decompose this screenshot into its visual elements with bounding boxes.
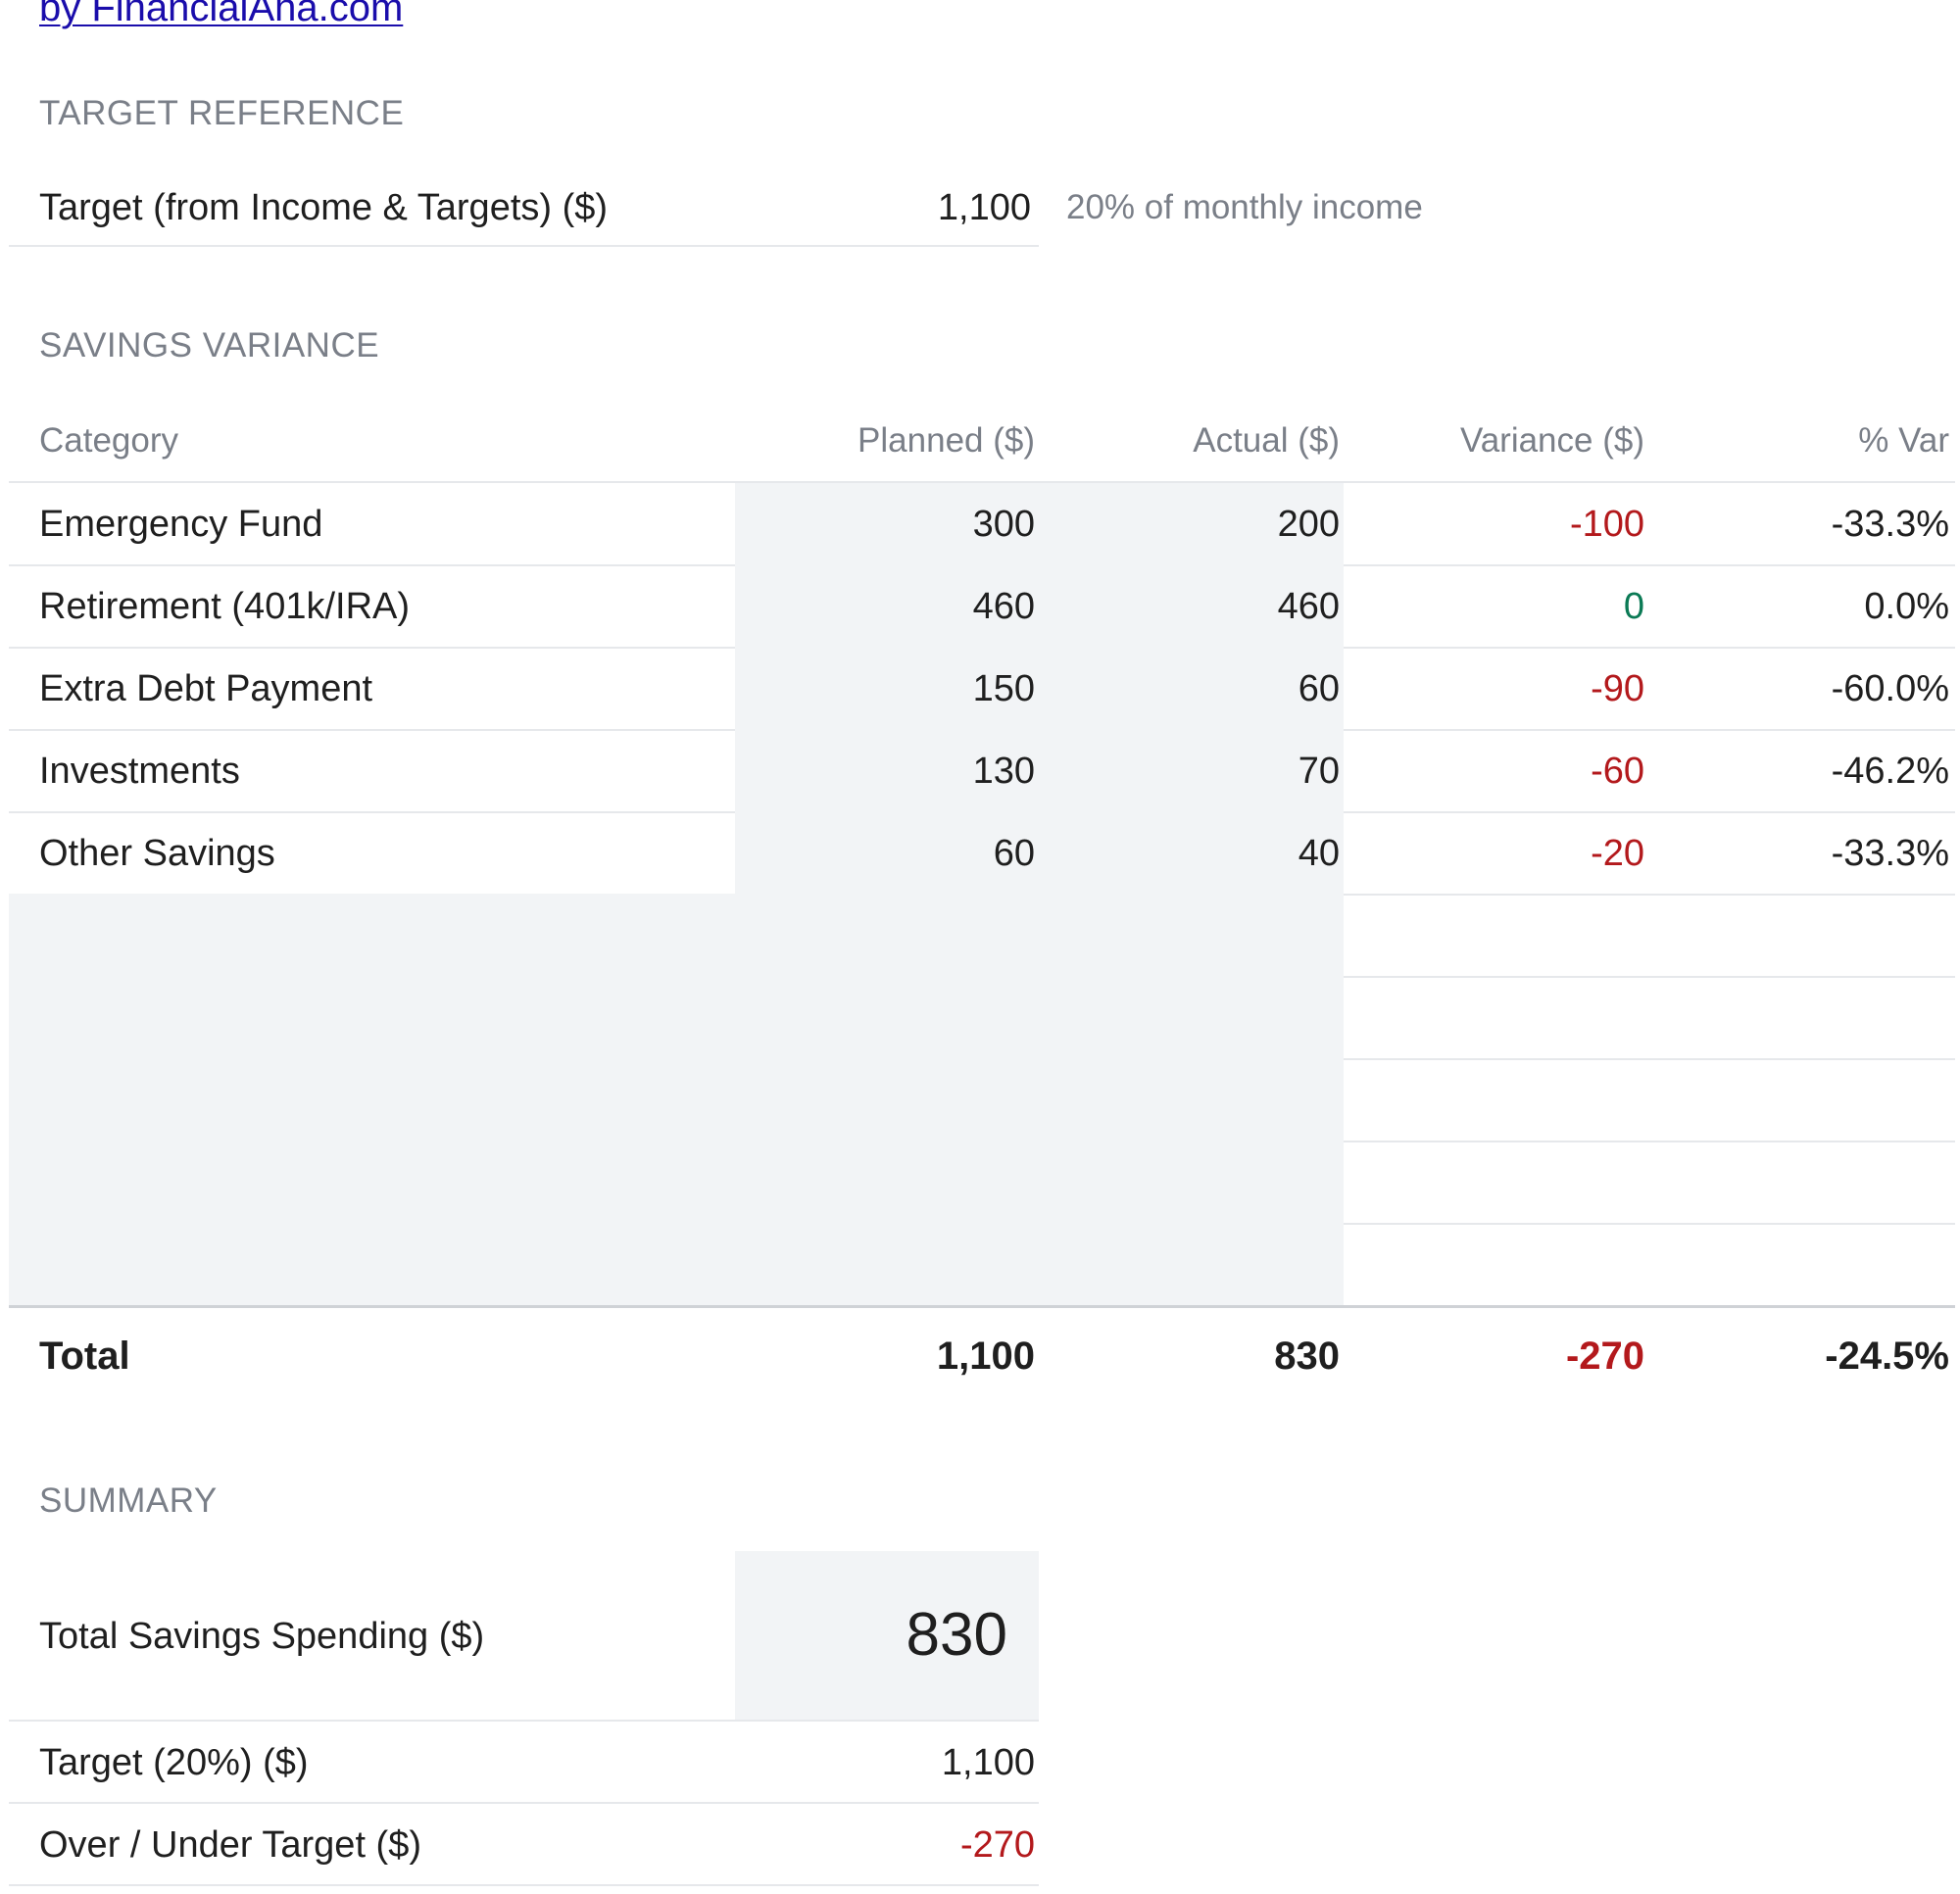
row-actual-extra-debt-payment[interactable]: 60: [1298, 668, 1340, 709]
row-divider: [1344, 647, 1955, 649]
row-pct-var-extra-debt-payment: -60.0%: [1831, 668, 1949, 709]
row-divider: [1344, 894, 1955, 896]
row-divider: [9, 647, 735, 649]
row-category-retirement: Retirement (401k/IRA): [39, 586, 411, 627]
target-reference-note: 20% of monthly income: [1066, 188, 1423, 226]
row-category-emergency-fund: Emergency Fund: [39, 504, 323, 545]
brand-link[interactable]: by FinancialAha.com: [39, 0, 404, 29]
row-actual-other-savings[interactable]: 40: [1298, 833, 1340, 874]
column-header-planned: Planned ($): [858, 421, 1035, 460]
row-planned-investments[interactable]: 130: [972, 751, 1035, 792]
column-header-actual: Actual ($): [1193, 421, 1340, 460]
input-area-planned-actual: [735, 483, 1344, 1306]
row-category-other-savings: Other Savings: [39, 833, 275, 874]
input-area-empty-rows: [9, 894, 735, 1306]
column-header-variance: Variance ($): [1459, 421, 1644, 460]
total-actual: 830: [1274, 1335, 1340, 1378]
row-divider: [1344, 729, 1955, 731]
row-planned-extra-debt-payment[interactable]: 150: [972, 668, 1035, 709]
total-variance: -270: [1565, 1335, 1644, 1378]
savings-variance-heading: SAVINGS VARIANCE: [39, 326, 380, 364]
row-variance-emergency-fund: -100: [1569, 504, 1644, 545]
summary-heading: SUMMARY: [39, 1481, 218, 1520]
row-variance-investments: -60: [1591, 751, 1644, 792]
row-divider: [9, 564, 735, 566]
row-divider: [1344, 564, 1955, 566]
row-planned-emergency-fund[interactable]: 300: [972, 504, 1035, 545]
summary-divider: [9, 1884, 1039, 1886]
row-category-extra-debt-payment: Extra Debt Payment: [39, 668, 373, 709]
total-planned: 1,100: [936, 1335, 1035, 1378]
row-planned-other-savings[interactable]: 60: [993, 833, 1035, 874]
row-divider: [9, 811, 735, 813]
column-header-pct-var: % Var: [1858, 421, 1949, 460]
header-divider: [9, 481, 1955, 483]
total-pct-var: -24.5%: [1825, 1335, 1949, 1378]
row-actual-emergency-fund[interactable]: 200: [1277, 504, 1340, 545]
target-reference-heading: TARGET REFERENCE: [39, 94, 405, 132]
empty-row-divider: [1344, 976, 1955, 978]
row-divider: [1344, 811, 1955, 813]
over-under-value: -270: [959, 1824, 1035, 1866]
summary-target-value: 1,100: [941, 1742, 1035, 1783]
empty-row-divider: [1344, 1223, 1955, 1225]
total-savings-value: 830: [906, 1601, 1007, 1669]
summary-divider: [9, 1720, 1039, 1722]
total-label: Total: [39, 1335, 130, 1378]
row-pct-var-investments: -46.2%: [1831, 751, 1949, 792]
target-reference-label: Target (from Income & Targets) ($): [39, 187, 609, 228]
row-variance-extra-debt-payment: -90: [1591, 668, 1644, 709]
row-pct-var-other-savings: -33.3%: [1831, 833, 1949, 874]
target-reference-value: 1,100: [937, 187, 1031, 228]
row-divider: [9, 729, 735, 731]
total-savings-box: [735, 1551, 1039, 1720]
column-header-category: Category: [39, 421, 179, 460]
row-variance-other-savings: -20: [1591, 833, 1644, 874]
row-actual-retirement[interactable]: 460: [1277, 586, 1340, 627]
total-savings-label: Total Savings Spending ($): [39, 1616, 485, 1657]
summary-divider: [9, 1802, 1039, 1804]
row-pct-var-emergency-fund: -33.3%: [1831, 504, 1949, 545]
total-divider: [9, 1305, 1955, 1308]
over-under-label: Over / Under Target ($): [39, 1824, 422, 1866]
row-planned-retirement[interactable]: 460: [972, 586, 1035, 627]
empty-row-divider: [1344, 1058, 1955, 1060]
summary-target-label: Target (20%) ($): [39, 1742, 309, 1783]
target-reference-divider: [9, 245, 1039, 247]
row-actual-investments[interactable]: 70: [1298, 751, 1340, 792]
row-pct-var-retirement: 0.0%: [1864, 586, 1949, 627]
row-variance-retirement: 0: [1623, 586, 1644, 627]
row-category-investments: Investments: [39, 751, 240, 792]
empty-row-divider: [1344, 1141, 1955, 1142]
